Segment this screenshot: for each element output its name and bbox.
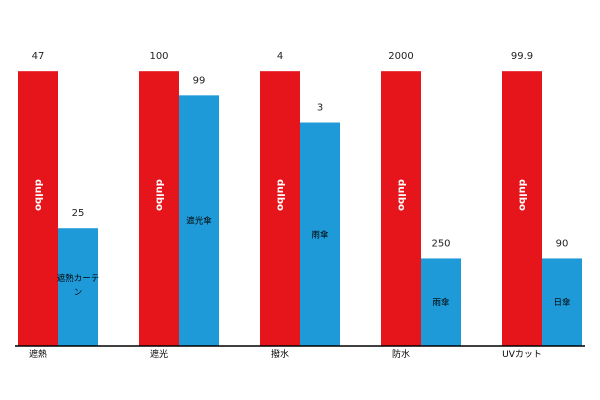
comparison-value-label-2: 3 xyxy=(317,103,323,114)
x-tick-labels-layer: 遮熱 遮光 撥水 防水 UVカット xyxy=(29,348,542,360)
dulbo-bar-label-3: dulbo xyxy=(396,179,407,211)
comparison-value-label-0: 25 xyxy=(72,208,85,219)
dulbo-bar-1 xyxy=(139,71,179,347)
x-tick-label-1: 遮光 xyxy=(150,348,168,360)
dulbo-bar-0 xyxy=(18,71,58,347)
comparison-value-label-3: 250 xyxy=(431,238,450,249)
comparison-bar-0 xyxy=(58,228,98,346)
dulbo-bar-4 xyxy=(502,71,542,347)
dulbo-bar-label-1: dulbo xyxy=(154,179,165,211)
comparison-bar-label-4: 日傘 xyxy=(553,297,571,308)
comparison-bar-1 xyxy=(179,95,219,346)
x-tick-label-4: UVカット xyxy=(502,349,542,360)
comparison-bar-2 xyxy=(300,122,340,347)
dulbo-value-label-3: 2000 xyxy=(388,51,413,62)
dulbo-value-label-2: 4 xyxy=(277,51,283,62)
comparison-value-label-4: 90 xyxy=(556,238,569,249)
comparison-value-label-1: 99 xyxy=(193,75,206,86)
x-tick-label-2: 撥水 xyxy=(271,348,289,360)
comparison-bar-label-3: 雨傘 xyxy=(432,297,450,308)
comparison-bar-label-1: 遮光傘 xyxy=(186,216,212,227)
dulbo-value-label-0: 47 xyxy=(32,51,45,62)
bars-layer xyxy=(18,71,582,347)
comparison-bar-3 xyxy=(421,258,461,346)
dulbo-bar-label-4: dulbo xyxy=(517,179,528,211)
dulbo-bar-2 xyxy=(260,71,300,347)
dulbo-value-label-1: 100 xyxy=(149,51,168,62)
value-labels-layer: 47 25 100 99 4 3 2000 250 99.9 90 xyxy=(32,51,569,249)
x-tick-label-0: 遮熱 xyxy=(29,348,47,360)
x-tick-label-3: 防水 xyxy=(392,348,410,360)
dulbo-bar-label-2: dulbo xyxy=(275,179,286,211)
dulbo-value-label-4: 99.9 xyxy=(511,51,533,62)
comparison-bar-label-0: 遮熱カーテン xyxy=(57,273,100,298)
dulbo-bar-label-0: dulbo xyxy=(33,179,44,211)
inner-labels-layer: dulbo 遮熱カーテン dulbo 遮光傘 dulbo 雨傘 dulbo 雨傘 dulbo 日傘 xyxy=(33,179,571,308)
dulbo-bar-3 xyxy=(381,71,421,347)
comparison-bar-label-2: 雨傘 xyxy=(311,229,329,240)
comparison-bar-4 xyxy=(542,258,582,346)
